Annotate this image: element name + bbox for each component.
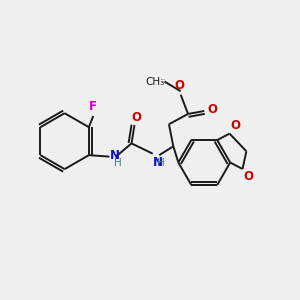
Text: N: N bbox=[153, 156, 163, 169]
Text: O: O bbox=[208, 103, 218, 116]
Text: CH₃: CH₃ bbox=[145, 76, 164, 86]
Text: O: O bbox=[230, 119, 240, 132]
Text: O: O bbox=[174, 79, 184, 92]
Text: H: H bbox=[114, 158, 122, 167]
Text: N: N bbox=[110, 149, 120, 162]
Text: methyl: methyl bbox=[160, 79, 166, 80]
Text: O: O bbox=[243, 170, 253, 184]
Text: H: H bbox=[157, 158, 165, 167]
Text: O: O bbox=[131, 111, 141, 124]
Text: F: F bbox=[89, 100, 97, 113]
